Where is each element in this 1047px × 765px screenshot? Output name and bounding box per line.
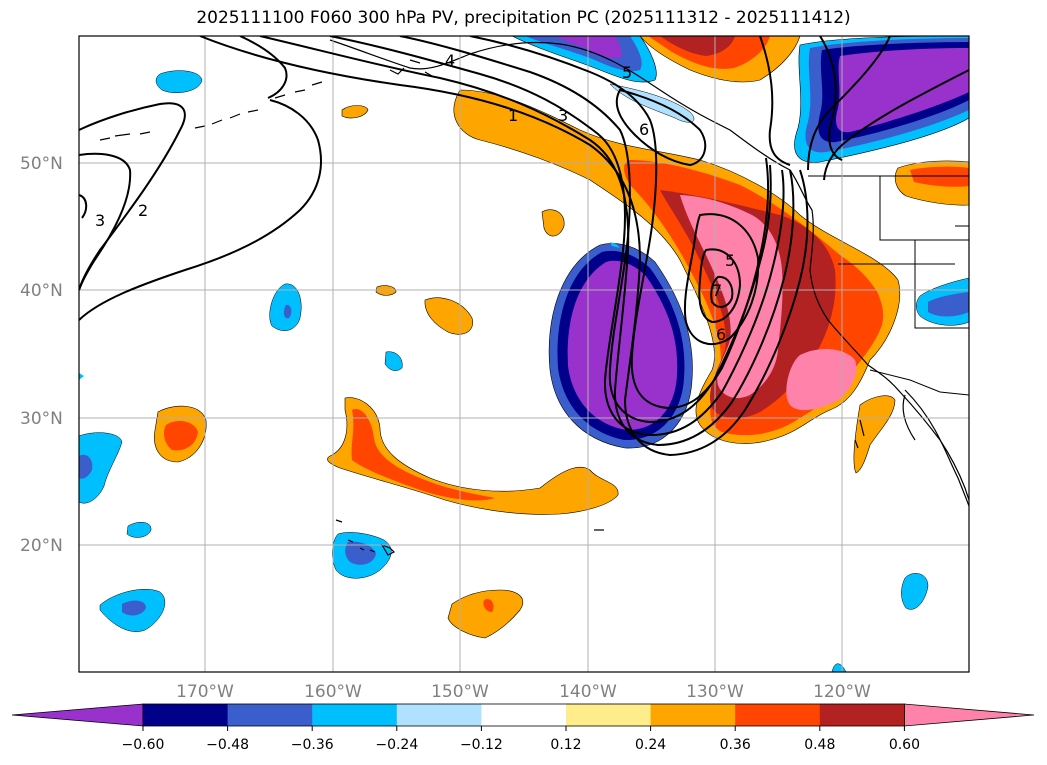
colorbar-tick-label: −0.12 bbox=[460, 737, 503, 753]
colorbar-bin bbox=[396, 704, 482, 726]
pv-label: 5 bbox=[725, 251, 735, 270]
colorbar-bin bbox=[819, 704, 905, 726]
lon-label: 120°W bbox=[813, 682, 871, 702]
longitude-labels: 170°W 160°W 150°W 140°W 130°W 120°W bbox=[176, 682, 871, 702]
neg-blob-5 bbox=[126, 522, 152, 538]
pv-label: 3 bbox=[95, 211, 105, 230]
colorbar-tick-label: −0.60 bbox=[122, 737, 165, 753]
lon-label: 160°W bbox=[304, 682, 362, 702]
colorbar-frame bbox=[142, 703, 905, 727]
colorbar-bin bbox=[312, 704, 398, 726]
colorbar-tick-label: 0.12 bbox=[550, 737, 581, 753]
pv-label: 6 bbox=[716, 325, 726, 344]
lon-label: 150°W bbox=[431, 682, 489, 702]
lat-label: 50°N bbox=[20, 154, 63, 174]
pv-label: 2 bbox=[138, 201, 148, 220]
colorbar-tick-label: −0.48 bbox=[206, 737, 249, 753]
colorbar-tick-label: −0.24 bbox=[375, 737, 418, 753]
lon-label: 130°W bbox=[686, 682, 744, 702]
lat-label: 20°N bbox=[20, 536, 63, 556]
colorbar: −0.60 −0.48 −0.36 −0.24 −0.12 0.12 0.24 0.36 0.4… bbox=[11, 703, 1035, 753]
colorbar-bin bbox=[227, 704, 313, 726]
pv-label: 7 bbox=[712, 281, 722, 300]
pos-blob-3 bbox=[541, 209, 565, 237]
colorbar-tick-label: 0.24 bbox=[635, 737, 666, 753]
colorbar-tick-label: 0.60 bbox=[889, 737, 920, 753]
lon-label: 170°W bbox=[176, 682, 234, 702]
pos-blob-4 bbox=[341, 105, 369, 119]
colorbar-bin bbox=[735, 704, 821, 726]
pv-label: 3 bbox=[558, 106, 568, 125]
neg-blob-3 bbox=[384, 351, 403, 371]
pv-label: 5 bbox=[622, 63, 632, 82]
colorbar-tick-label: 0.36 bbox=[720, 737, 751, 753]
pos-region-baja bbox=[853, 395, 896, 474]
graticule bbox=[79, 36, 969, 672]
political-borders bbox=[808, 175, 969, 396]
colorbar-extend-high bbox=[904, 703, 1035, 727]
lat-label: 30°N bbox=[20, 409, 63, 429]
pv-label: 6 bbox=[639, 120, 649, 139]
pv-label: 1 bbox=[508, 106, 518, 125]
colorbar-tick-label: 0.48 bbox=[804, 737, 835, 753]
pv-contours bbox=[79, 36, 969, 457]
colorbar-bin bbox=[566, 704, 652, 726]
lat-label: 40°N bbox=[20, 281, 63, 301]
colorbar-bin bbox=[650, 704, 736, 726]
latitude-labels: 50°N 40°N 30°N 20°N bbox=[20, 154, 63, 556]
neg-blob-8 bbox=[901, 573, 929, 610]
colorbar-bin bbox=[481, 704, 567, 726]
colorbar-tick-label: −0.36 bbox=[291, 737, 334, 753]
colorbar-extend-low bbox=[11, 703, 144, 727]
neg-blob-4 bbox=[79, 432, 123, 504]
pos-blob-5 bbox=[447, 589, 524, 639]
lon-label: 140°W bbox=[559, 682, 617, 702]
pv-contour-labels: 4 1 3 6 5 5 7 6 3 2 bbox=[95, 51, 735, 344]
map-title: 2025111100 F060 300 hPa PV, precipitatio… bbox=[196, 8, 851, 28]
pos-blob-2 bbox=[375, 285, 397, 296]
neg-blob-1 bbox=[155, 70, 203, 93]
map-content: 4 1 3 6 5 5 7 6 3 2 bbox=[79, 36, 969, 672]
map-frame bbox=[78, 35, 970, 673]
colorbar-bin bbox=[143, 704, 229, 726]
precip-negative-regions bbox=[79, 36, 969, 672]
pv-label: 4 bbox=[445, 51, 455, 70]
pos-blob-1 bbox=[424, 297, 473, 335]
